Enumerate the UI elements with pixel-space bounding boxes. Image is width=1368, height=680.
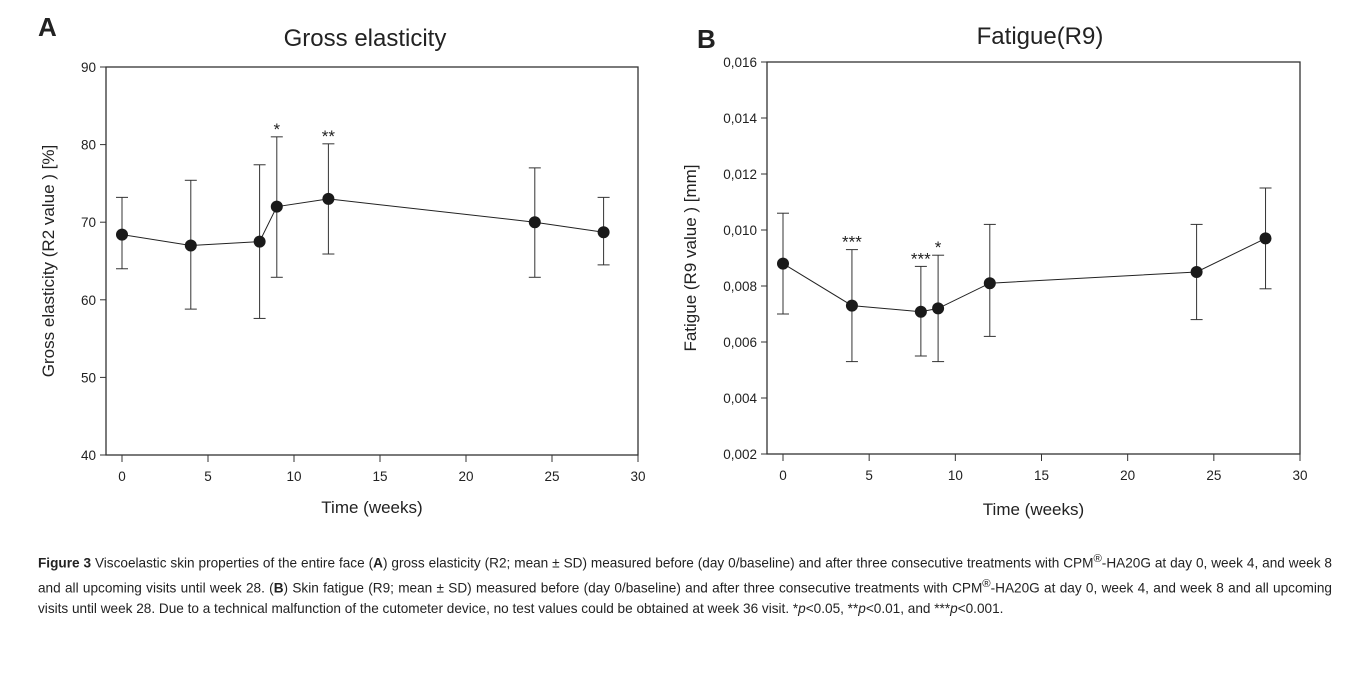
significance-label: * [935, 238, 942, 257]
x-axis-label: Time (weeks) [321, 498, 422, 517]
x-tick-label: 20 [1120, 468, 1135, 483]
y-tick-label: 0,004 [723, 391, 757, 406]
significance-label: *** [911, 249, 931, 268]
significance-label: * [273, 120, 280, 139]
panel-label: A [38, 12, 57, 42]
figure-label: Figure 3 [38, 555, 92, 571]
significance-label: *** [842, 233, 862, 252]
figure-caption: Figure 3 Viscoelastic skin properties of… [38, 549, 1332, 619]
caption-reg: ® [1093, 553, 1102, 565]
y-tick-label: 80 [81, 138, 96, 153]
caption-reg: ® [982, 577, 991, 590]
y-axis-label: Gross elasticity (R2 value ) [%] [39, 145, 58, 377]
data-point [253, 235, 266, 248]
x-tick-label: 30 [1292, 468, 1307, 483]
y-tick-label: 90 [81, 60, 96, 75]
y-tick-label: 0,016 [723, 55, 757, 70]
data-point [1190, 266, 1203, 278]
caption-panel-b: B [273, 580, 284, 596]
caption-text: <0.05, ** [805, 601, 859, 617]
data-point [932, 302, 945, 315]
y-tick-label: 0,010 [723, 223, 757, 238]
plot-frame [105, 66, 639, 456]
data-point [270, 200, 283, 213]
data-point [1259, 232, 1272, 245]
data-point [983, 277, 996, 290]
panel-label: B [697, 24, 716, 54]
data-point [597, 226, 610, 239]
caption-text: <0.01, and *** [865, 601, 951, 617]
chart-title: Gross elasticity [284, 25, 447, 52]
x-tick-label: 0 [779, 468, 787, 483]
x-axis-label: Time (weeks) [983, 500, 1084, 519]
data-point [116, 228, 128, 241]
x-tick-label: 0 [118, 469, 126, 484]
x-tick-label: 5 [865, 468, 873, 483]
x-tick-label: 10 [948, 468, 963, 483]
y-tick-label: 50 [81, 370, 96, 385]
x-tick-label: 30 [630, 469, 645, 484]
caption-text: -HA20G at day 0, week 4, and week 8 and … [38, 555, 1332, 596]
x-tick-label: 5 [204, 469, 212, 484]
y-tick-label: 0,002 [723, 447, 757, 462]
data-point [914, 305, 927, 318]
y-tick-label: 70 [81, 215, 96, 230]
plot-frame [766, 61, 1301, 455]
caption-p: p [950, 601, 958, 617]
caption-p: p [858, 601, 866, 617]
caption-p: p [798, 601, 806, 617]
caption-text: ) Skin fatigue (R9; mean ± SD) measured … [283, 580, 983, 596]
x-tick-label: 15 [372, 469, 387, 484]
significance-label: ** [322, 127, 336, 146]
y-tick-label: 40 [81, 448, 96, 463]
caption-text: Viscoelastic skin properties of the enti… [91, 555, 374, 571]
data-point [777, 257, 789, 270]
x-tick-label: 15 [1034, 468, 1049, 483]
caption-text: -HA20G at day 0, week 4, and week 8 and … [38, 580, 1332, 617]
data-point [184, 239, 197, 252]
x-tick-label: 20 [458, 469, 473, 484]
x-tick-label: 10 [286, 469, 301, 484]
caption-panel-a: A [373, 555, 383, 571]
data-point [528, 216, 541, 229]
y-tick-label: 0,012 [723, 167, 757, 182]
caption-text: <0.001. [957, 601, 1004, 617]
y-tick-label: 0,008 [723, 279, 757, 294]
caption-text: ) gross elasticity (R2; mean ± SD) measu… [382, 555, 1094, 571]
data-point [845, 299, 858, 312]
x-tick-label: 25 [1206, 468, 1221, 483]
y-tick-label: 0,006 [723, 335, 757, 350]
x-tick-label: 25 [544, 469, 559, 484]
y-tick-label: 0,014 [723, 111, 757, 126]
y-axis-label: Fatigue (R9 value ) [mm] [681, 164, 700, 351]
y-tick-label: 60 [81, 293, 96, 308]
chart-title: Fatigue(R9) [977, 23, 1104, 50]
data-point [322, 192, 335, 205]
